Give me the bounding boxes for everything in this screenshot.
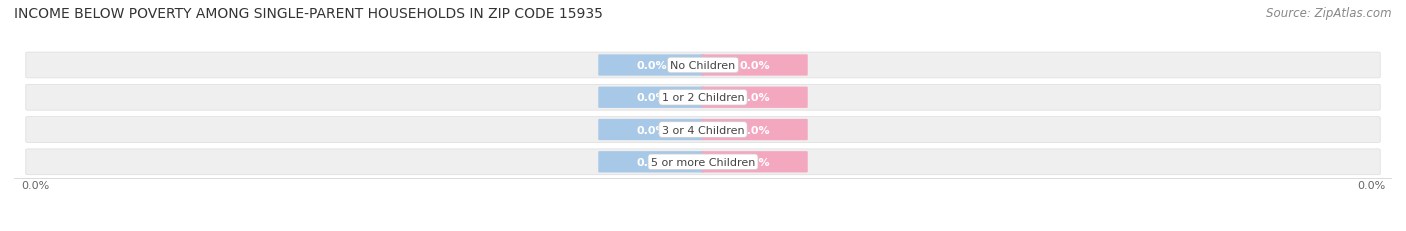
Text: 0.0%: 0.0% [1357,180,1385,190]
FancyBboxPatch shape [599,55,704,76]
Text: 0.0%: 0.0% [636,125,666,135]
FancyBboxPatch shape [25,149,1381,175]
Text: 5 or more Children: 5 or more Children [651,157,755,167]
Text: 0.0%: 0.0% [21,180,49,190]
FancyBboxPatch shape [702,152,807,173]
FancyBboxPatch shape [25,53,1381,79]
FancyBboxPatch shape [599,87,704,108]
Text: INCOME BELOW POVERTY AMONG SINGLE-PARENT HOUSEHOLDS IN ZIP CODE 15935: INCOME BELOW POVERTY AMONG SINGLE-PARENT… [14,7,603,21]
Text: 0.0%: 0.0% [740,61,770,71]
Text: 0.0%: 0.0% [740,93,770,103]
FancyBboxPatch shape [702,87,807,108]
FancyBboxPatch shape [599,152,704,173]
FancyBboxPatch shape [702,119,807,141]
Text: 0.0%: 0.0% [636,93,666,103]
Text: 3 or 4 Children: 3 or 4 Children [662,125,744,135]
Text: No Children: No Children [671,61,735,71]
Text: 0.0%: 0.0% [636,61,666,71]
FancyBboxPatch shape [25,85,1381,111]
FancyBboxPatch shape [599,119,704,141]
Text: Source: ZipAtlas.com: Source: ZipAtlas.com [1267,7,1392,20]
Text: 0.0%: 0.0% [740,125,770,135]
FancyBboxPatch shape [25,117,1381,143]
FancyBboxPatch shape [702,55,807,76]
Text: 0.0%: 0.0% [636,157,666,167]
Text: 1 or 2 Children: 1 or 2 Children [662,93,744,103]
Text: 0.0%: 0.0% [740,157,770,167]
